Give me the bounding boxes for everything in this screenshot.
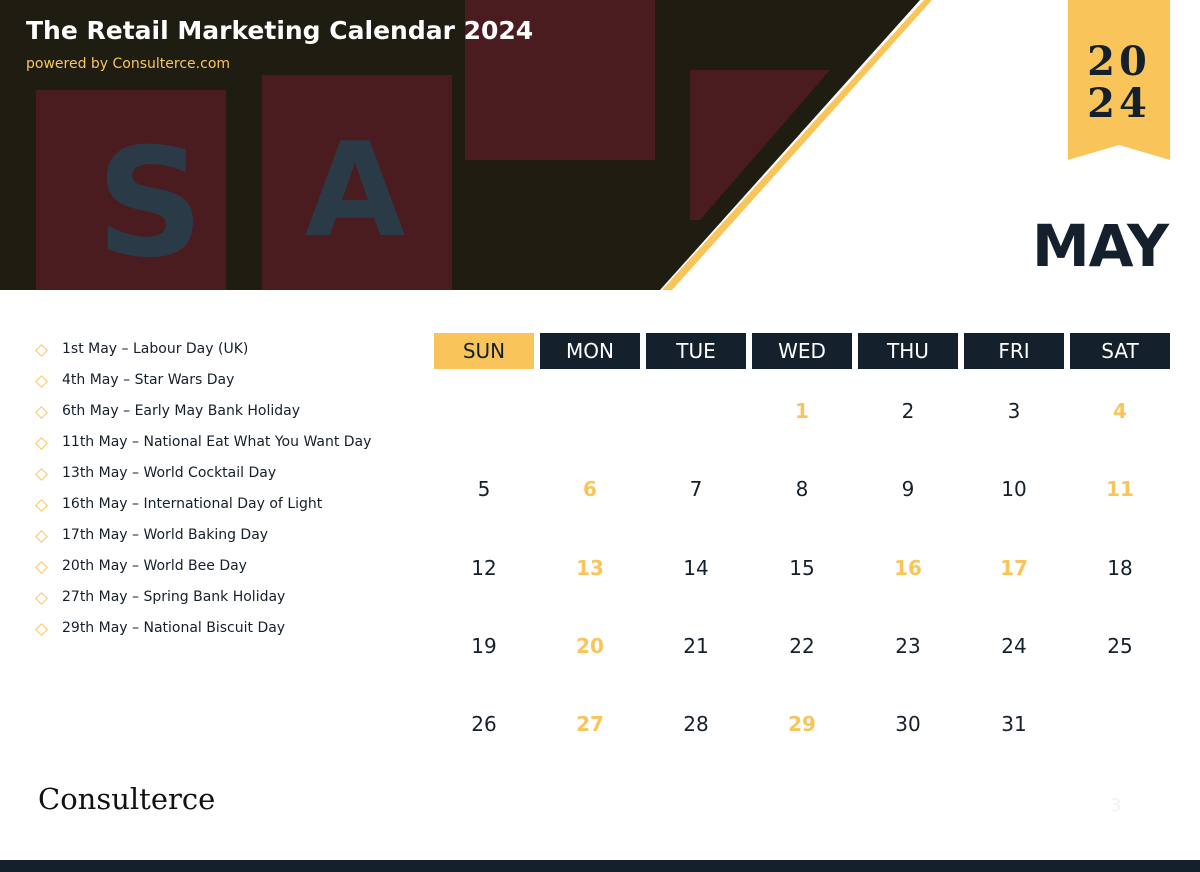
day: 4 xyxy=(1113,399,1127,423)
event: 27th May – Spring Bank Holiday xyxy=(62,589,286,605)
day: 15 xyxy=(789,555,815,580)
day: 27 xyxy=(576,712,604,737)
bullet xyxy=(35,530,48,543)
day: 1 xyxy=(795,399,809,423)
weekday: WED xyxy=(752,333,852,369)
weekday: TUE xyxy=(646,333,746,369)
day: 21 xyxy=(683,633,709,658)
day: 30 xyxy=(895,712,921,737)
day: 26 xyxy=(471,712,497,737)
weekday: SUN xyxy=(434,333,534,369)
month: MAY xyxy=(1031,212,1169,280)
subtitle: powered by Consulterce.com xyxy=(26,56,231,72)
day: 3 xyxy=(1007,399,1021,423)
day: 12 xyxy=(471,555,497,580)
title: The Retail Marketing Calendar 2024 xyxy=(26,16,534,45)
day: 20 xyxy=(576,633,604,658)
event: 6th May – Early May Bank Holiday xyxy=(62,403,300,419)
day: 24 xyxy=(1001,633,1027,658)
day: 25 xyxy=(1107,633,1133,658)
day: 5 xyxy=(477,477,491,502)
day: 18 xyxy=(1107,555,1133,580)
event: 1st May – Labour Day (UK) xyxy=(62,341,249,357)
bullet xyxy=(35,468,48,481)
weekday: SAT xyxy=(1070,333,1170,369)
event: 13th May – World Cocktail Day xyxy=(62,465,277,481)
day: 31 xyxy=(1001,712,1027,737)
event: 17th May – World Baking Day xyxy=(62,527,269,543)
day: 8 xyxy=(795,477,809,502)
year: 24 xyxy=(1087,80,1151,127)
weekday: MON xyxy=(540,333,640,369)
day: 10 xyxy=(1001,477,1027,502)
bullet xyxy=(35,375,48,388)
day: 2 xyxy=(901,399,915,423)
bullet xyxy=(35,344,48,357)
day: 9 xyxy=(901,477,915,502)
weekday: FRI xyxy=(964,333,1064,369)
bullet xyxy=(35,592,48,605)
brand: Consulterce xyxy=(38,782,216,816)
bullet xyxy=(35,406,48,419)
year: 20 xyxy=(1087,38,1151,85)
day: 7 xyxy=(689,477,703,502)
day: 19 xyxy=(471,633,497,658)
day: 11 xyxy=(1106,477,1134,502)
day: 17 xyxy=(1000,555,1028,580)
day: 14 xyxy=(683,555,709,580)
bullet xyxy=(35,437,48,450)
day: 22 xyxy=(789,633,815,658)
event: 4th May – Star Wars Day xyxy=(62,372,235,388)
event: 16th May – International Day of Light xyxy=(62,496,323,512)
event: 11th May – National Eat What You Want Da… xyxy=(62,434,372,450)
page-number: 3 xyxy=(1110,795,1122,816)
day: 16 xyxy=(894,555,922,580)
event: 20th May – World Bee Day xyxy=(62,558,247,574)
weekday: THU xyxy=(858,333,958,369)
svg-text:S: S xyxy=(96,117,204,290)
footer-bar xyxy=(0,860,1200,872)
bullet xyxy=(35,499,48,512)
day: 6 xyxy=(583,477,597,502)
day: 28 xyxy=(683,712,709,737)
day: 13 xyxy=(576,555,604,580)
day: 29 xyxy=(788,712,816,737)
event: 29th May – National Biscuit Day xyxy=(62,620,286,636)
bullet xyxy=(35,561,48,574)
day: 23 xyxy=(895,633,921,658)
bullet xyxy=(35,623,48,636)
svg-text:A: A xyxy=(305,114,406,266)
header-art: S A xyxy=(0,0,1170,290)
